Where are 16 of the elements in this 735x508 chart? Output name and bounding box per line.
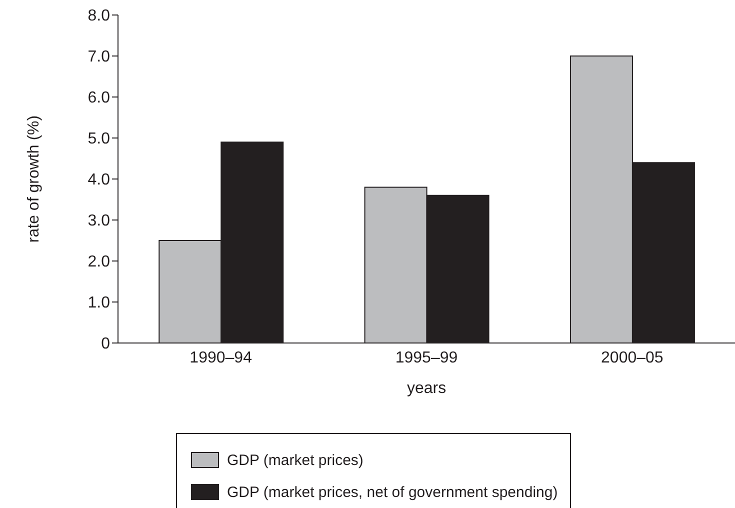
y-tick-label: 6.0: [88, 90, 110, 107]
y-tick-label: 2.0: [88, 254, 110, 271]
y-tick-label: 8.0: [88, 8, 110, 25]
y-tick-label: 4.0: [88, 172, 110, 189]
y-tick-label: 7.0: [88, 48, 110, 66]
x-axis-title: years: [406, 380, 446, 397]
x-tick-label: 1990–94: [190, 349, 252, 366]
x-tick-label: 2000–05: [601, 349, 664, 366]
y-tick-label: 0: [101, 336, 110, 353]
y-tick-label: 3.0: [88, 212, 110, 230]
legend-label: GDP (market prices, net of government spending): [227, 484, 558, 500]
y-tick-label: 5.0: [88, 130, 110, 148]
y-tick-label: 1.0: [88, 294, 110, 312]
legend-label: GDP (market prices): [227, 452, 364, 468]
y-axis-title: rate of growth (%): [26, 115, 43, 243]
x-tick-label: 1995–99: [395, 349, 458, 366]
